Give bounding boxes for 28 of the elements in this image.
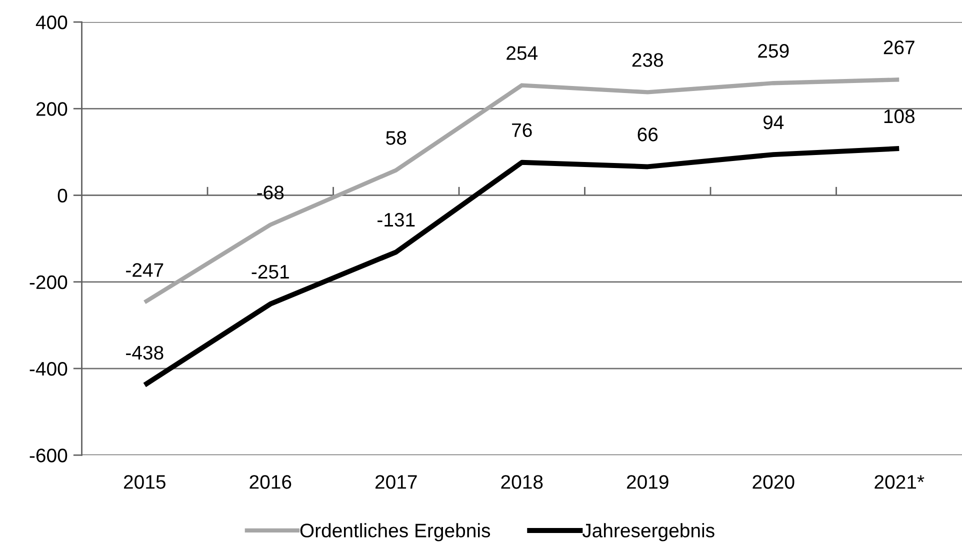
y-tick-label: -600: [30, 448, 68, 462]
data-label: -251: [252, 264, 289, 279]
y-tick-label: 200: [36, 102, 68, 116]
data-label: 108: [884, 109, 915, 124]
x-tick-label: 2020: [752, 475, 794, 489]
data-label: -247: [126, 263, 164, 277]
x-tick-label: 2018: [501, 475, 543, 489]
x-tick-label: 2019: [626, 475, 668, 489]
x-tick-label: 2016: [250, 475, 292, 489]
data-label: 58: [386, 131, 406, 145]
data-label: 66: [638, 128, 658, 142]
data-label: -438: [126, 346, 164, 360]
data-label: 259: [758, 44, 789, 58]
data-label: 94: [763, 115, 784, 130]
data-label: 238: [632, 53, 664, 67]
x-tick-label: 2021*: [874, 475, 924, 489]
legend-label: Jahresergebnis: [582, 523, 714, 542]
data-label: 254: [506, 46, 538, 60]
x-tick-label: 2015: [124, 475, 166, 489]
y-tick-label: 0: [58, 188, 68, 203]
data-label: 76: [512, 123, 532, 138]
y-tick-label: -200: [30, 275, 68, 290]
x-tick-label: 2017: [375, 475, 417, 489]
legend-label: Ordentliches Ergebnis: [300, 523, 490, 542]
data-label: -131: [378, 212, 415, 227]
y-tick-label: 400: [36, 16, 68, 30]
data-label: 267: [884, 40, 914, 54]
y-tick-label: -400: [30, 362, 68, 376]
